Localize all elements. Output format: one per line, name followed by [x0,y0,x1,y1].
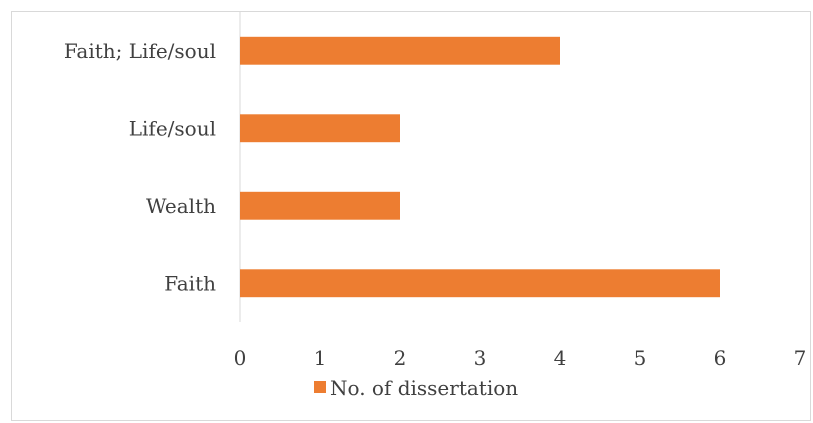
x-tick-label: 2 [394,346,407,370]
x-tick-label: 0 [234,346,247,370]
bars-group [240,36,720,298]
x-tick-labels: 0 1 2 3 4 5 6 7 [234,346,807,370]
legend-swatch [314,381,326,393]
x-tick-label: 3 [474,346,487,370]
category-label: Life/soul [129,116,216,140]
chart-frame [11,11,811,421]
bar-wealth [240,191,400,220]
bar-faith [240,269,720,298]
bar-life-soul [240,114,400,143]
category-label: Wealth [146,194,216,218]
x-tick-label: 1 [314,346,327,370]
category-labels: Faith Wealth Life/soul Faith; Life/soul [64,39,216,296]
x-tick-label: 4 [554,346,567,370]
x-tick-label: 7 [794,346,807,370]
legend-label: No. of dissertation [330,376,518,400]
legend: No. of dissertation [314,376,518,400]
bar-faith-life-soul [240,36,560,65]
category-label: Faith [164,271,216,295]
x-tick-label: 5 [634,346,647,370]
x-tick-label: 6 [714,346,727,370]
category-label: Faith; Life/soul [64,39,216,63]
